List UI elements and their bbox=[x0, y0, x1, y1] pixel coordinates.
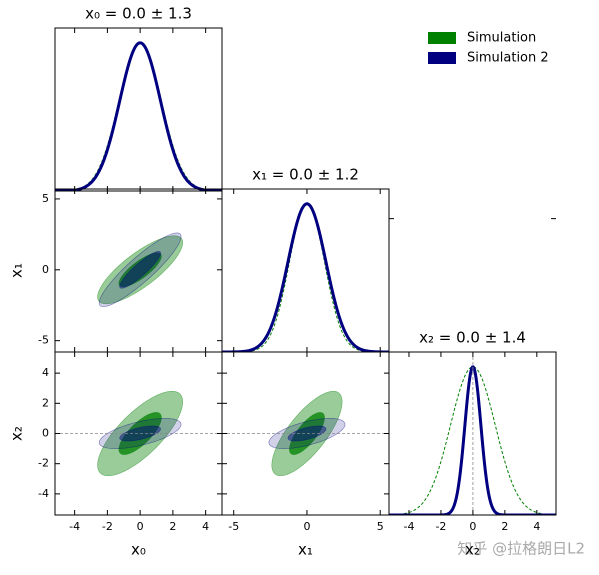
x-tick-label: 0 bbox=[469, 520, 476, 533]
legend-label: Simulation 2 bbox=[467, 51, 549, 66]
x-tick-label: 4 bbox=[202, 520, 209, 533]
contour bbox=[268, 418, 346, 449]
x-tick-label: 2 bbox=[501, 520, 508, 533]
y-tick-label: -5 bbox=[38, 334, 49, 347]
x-tick-label: 0 bbox=[137, 520, 144, 533]
legend-swatch bbox=[428, 52, 456, 64]
y-tick-label: -4 bbox=[38, 487, 49, 500]
contour bbox=[287, 425, 327, 442]
y-axis-label: x₁ bbox=[8, 263, 26, 278]
y-tick-label: 0 bbox=[42, 263, 49, 276]
y-tick-label: 4 bbox=[42, 366, 49, 379]
y-tick-label: 5 bbox=[42, 192, 49, 205]
x-tick-label: -2 bbox=[435, 520, 446, 533]
x-tick-label: 5 bbox=[377, 520, 384, 533]
contour bbox=[98, 232, 182, 307]
panel-title: x₁ = 0.0 ± 1.2 bbox=[252, 166, 359, 184]
panel-title: x₀ = 0.0 ± 1.3 bbox=[85, 5, 192, 23]
density-curve bbox=[222, 202, 389, 352]
panel-frame bbox=[221, 188, 390, 353]
watermark: 知乎 @拉格朗日L2 bbox=[457, 540, 585, 558]
legend-label: Simulation bbox=[467, 31, 536, 46]
y-axis-label: x₂ bbox=[8, 426, 26, 441]
x-tick-label: -4 bbox=[403, 520, 414, 533]
density-curve bbox=[55, 41, 222, 191]
x-tick-label: -4 bbox=[69, 520, 80, 533]
density-curve bbox=[55, 42, 222, 191]
x-tick-label: 4 bbox=[533, 520, 540, 533]
x-tick-label: -2 bbox=[102, 520, 113, 533]
y-tick-label: -2 bbox=[38, 457, 49, 470]
density-curve bbox=[222, 203, 389, 352]
contour bbox=[119, 251, 161, 289]
x-tick-label: 0 bbox=[303, 520, 310, 533]
legend-swatch bbox=[428, 32, 456, 44]
x-axis-label: x₂ bbox=[465, 541, 480, 559]
x-tick-label: -5 bbox=[228, 520, 239, 533]
panel-title: x₂ = 0.0 ± 1.4 bbox=[419, 329, 526, 347]
panel-frame bbox=[54, 27, 223, 192]
x-axis-label: x₁ bbox=[298, 541, 313, 559]
contour bbox=[289, 412, 325, 455]
y-tick-label: 2 bbox=[42, 396, 49, 409]
x-tick-label: 2 bbox=[169, 520, 176, 533]
x-axis-label: x₀ bbox=[131, 541, 146, 559]
y-tick-label: 0 bbox=[42, 427, 49, 440]
